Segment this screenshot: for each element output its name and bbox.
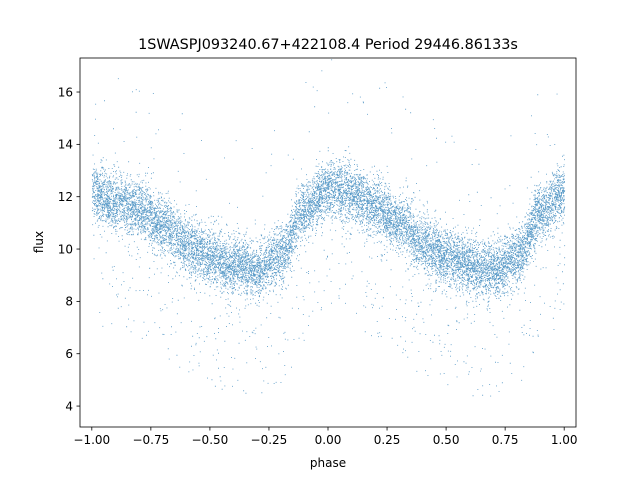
x-tick-label: −1.00 xyxy=(73,433,110,447)
y-tick-label: 16 xyxy=(58,85,73,99)
y-tick-label: 8 xyxy=(65,295,73,309)
x-tick-label: 0.50 xyxy=(433,433,460,447)
x-axis-label: phase xyxy=(310,456,346,470)
y-tick-label: 6 xyxy=(65,347,73,361)
chart-title: 1SWASPJ093240.67+422108.4 Period 29446.8… xyxy=(138,37,518,53)
y-tick-label: 10 xyxy=(58,242,73,256)
x-tick-label: −0.75 xyxy=(132,433,169,447)
y-tick-label: 12 xyxy=(58,190,73,204)
x-tick-label: 1.00 xyxy=(551,433,578,447)
x-tick-label: −0.25 xyxy=(251,433,288,447)
y-axis-ticks: 4 6 8 10 12 14 16 xyxy=(58,85,80,413)
y-axis-label: flux xyxy=(32,231,46,253)
x-tick-label: −0.50 xyxy=(192,433,229,447)
x-axis-ticks: −1.00 −0.75 −0.50 −0.25 0.00 0.25 0.50 0.75 1.00 xyxy=(73,427,578,447)
x-tick-label: 0.25 xyxy=(374,433,401,447)
x-tick-label: 0.75 xyxy=(492,433,519,447)
x-tick-label: 0.00 xyxy=(315,433,342,447)
y-tick-label: 4 xyxy=(65,399,73,413)
y-tick-label: 14 xyxy=(58,138,73,152)
plot-area-frame xyxy=(79,57,577,428)
